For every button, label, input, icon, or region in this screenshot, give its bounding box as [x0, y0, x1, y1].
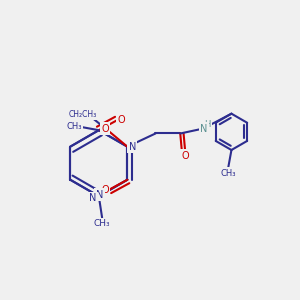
Text: CH₃: CH₃: [220, 169, 236, 178]
Text: O: O: [118, 115, 125, 125]
Text: N: N: [96, 190, 103, 200]
Text: CH₂CH₃: CH₂CH₃: [69, 110, 97, 119]
Text: N: N: [129, 142, 136, 152]
Text: O: O: [182, 151, 189, 160]
Text: N: N: [200, 124, 208, 134]
Text: O: O: [101, 124, 109, 134]
Text: H: H: [205, 120, 211, 129]
Text: CH₃: CH₃: [66, 122, 82, 131]
Text: N: N: [89, 193, 97, 203]
Text: CH₃: CH₃: [94, 219, 110, 228]
Text: O: O: [101, 184, 109, 195]
